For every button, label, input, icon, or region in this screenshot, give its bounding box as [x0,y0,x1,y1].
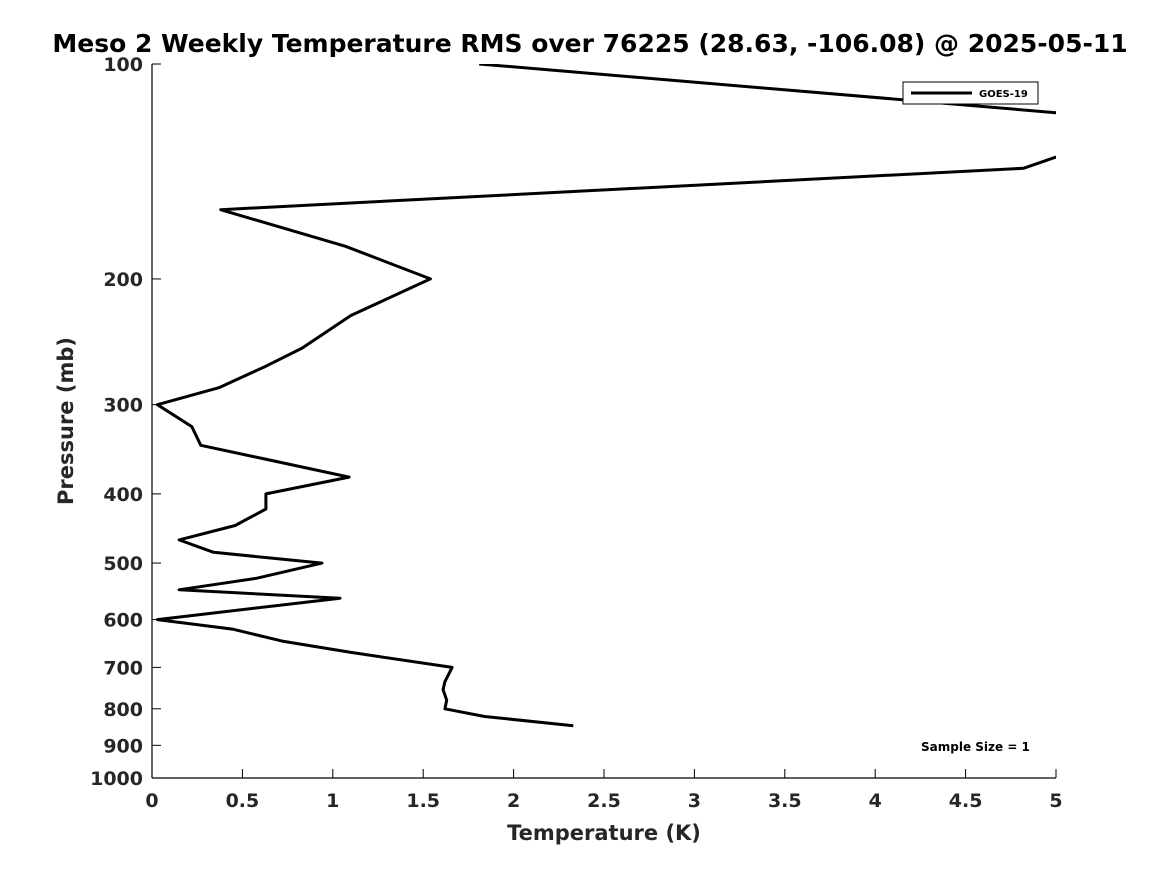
legend-label: GOES-19 [979,89,1028,100]
chart-title: Meso 2 Weekly Temperature RMS over 76225… [52,29,1127,58]
y-tick-label: 100 [103,54,143,76]
y-tick-label: 500 [103,553,143,575]
ticks-layer: 0 0.5 1 1.5 2 2.5 3 3.5 4 4.5 5 100 200 300 400 500 600 7… [90,54,1063,812]
y-tick-label: 200 [103,269,143,291]
y-tick-label: 400 [103,484,143,506]
axes [151,64,1056,779]
y-tick-label: 300 [103,395,143,417]
x-tick-label: 2 [507,790,520,812]
x-tick-label: 1 [326,790,339,812]
x-tick-label: 3 [688,790,701,812]
x-axis-label: Temperature (K) [507,821,701,845]
x-tick-label: 4.5 [949,790,983,812]
x-tick-label: 1.5 [406,790,440,812]
sample-size-annotation: Sample Size = 1 [921,740,1030,754]
y-tick-label: 1000 [90,768,143,790]
y-tick-label: 900 [103,735,143,757]
x-tick-label: 2.5 [587,790,621,812]
y-axis-label: Pressure (mb) [54,337,78,505]
series-line-goes-19 [155,64,1056,728]
x-tick-label: 5 [1049,790,1062,812]
y-tick-label: 700 [103,657,143,679]
y-tick-label: 600 [103,610,143,632]
series-layer [155,64,1056,728]
x-tick-label: 3.5 [768,790,802,812]
y-tick-label: 800 [103,699,143,721]
legend: GOES-19 [902,81,1039,105]
x-tick-label: 0.5 [226,790,260,812]
x-tick-label: 0 [145,790,158,812]
x-tick-label: 4 [869,790,882,812]
